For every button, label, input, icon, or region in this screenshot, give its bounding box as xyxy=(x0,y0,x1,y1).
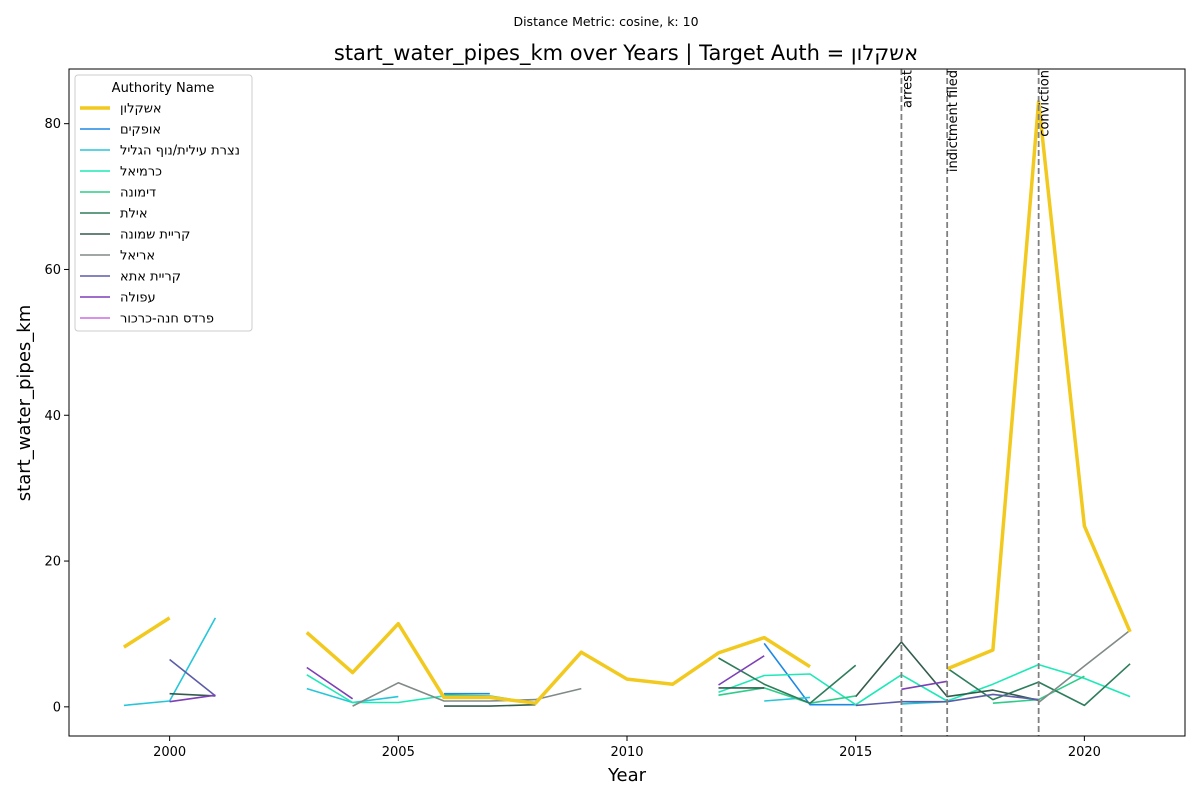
legend-frame xyxy=(74,74,253,332)
series-line xyxy=(352,629,1131,707)
legend-label: פרדס חנה-כרכור xyxy=(120,312,214,327)
series-line xyxy=(169,655,948,703)
y-tick-label: 20 xyxy=(44,555,61,570)
legend-label: דימונה xyxy=(120,186,156,201)
legend-label: קריית אתא xyxy=(120,270,181,285)
legend-label: אופקים xyxy=(120,123,161,138)
x-tick-label: 2000 xyxy=(153,745,186,760)
legend-label: כרמיאל xyxy=(120,165,162,180)
legend: Authority Name אשקלון אופקים נצרת עילית/נו… xyxy=(74,74,253,332)
annotation-label: arrest xyxy=(900,70,915,108)
legend-title: Authority Name xyxy=(112,81,215,96)
annotation-label: indictment filed xyxy=(946,70,961,172)
legend-label: עפולה xyxy=(120,291,156,306)
y-axis-ticks: 0 20 40 60 80 xyxy=(44,117,69,715)
legend-label: אריאל xyxy=(120,249,155,264)
legend-label: קריית שמונה xyxy=(120,228,190,243)
series-line xyxy=(122,100,1132,705)
annotation-label: conviction xyxy=(1038,70,1053,137)
series-line xyxy=(169,641,1039,707)
legend-items: אשקלון אופקים נצרת עילית/נוף הגליל כרמיאל די… xyxy=(80,102,240,327)
y-tick-label: 80 xyxy=(44,117,61,132)
x-tick-label: 2010 xyxy=(610,745,643,760)
x-axis-label: Year xyxy=(607,765,647,786)
y-tick-label: 0 xyxy=(53,700,61,715)
y-tick-label: 60 xyxy=(44,263,61,278)
chart-subtitle: Distance Metric: cosine, k: 10 xyxy=(513,14,698,29)
legend-label: נצרת עילית/נוף הגליל xyxy=(120,144,240,159)
series-line xyxy=(306,663,1131,706)
x-tick-label: 2020 xyxy=(1068,745,1101,760)
y-tick-label: 40 xyxy=(44,409,61,424)
x-tick-label: 2005 xyxy=(382,745,415,760)
legend-label: אשקלון xyxy=(120,102,162,117)
x-tick-label: 2015 xyxy=(839,745,872,760)
y-axis-label: start_water_pipes_km xyxy=(14,305,35,501)
legend-label: אילת xyxy=(120,207,148,222)
chart-title: start_water_pipes_km over Years | Target… xyxy=(334,41,918,66)
series-line xyxy=(444,642,856,706)
x-axis-ticks: 2000 2005 2010 2015 2020 xyxy=(153,736,1101,760)
annotations: arrest indictment filed conviction xyxy=(900,69,1053,736)
plot-lines xyxy=(122,100,1132,707)
